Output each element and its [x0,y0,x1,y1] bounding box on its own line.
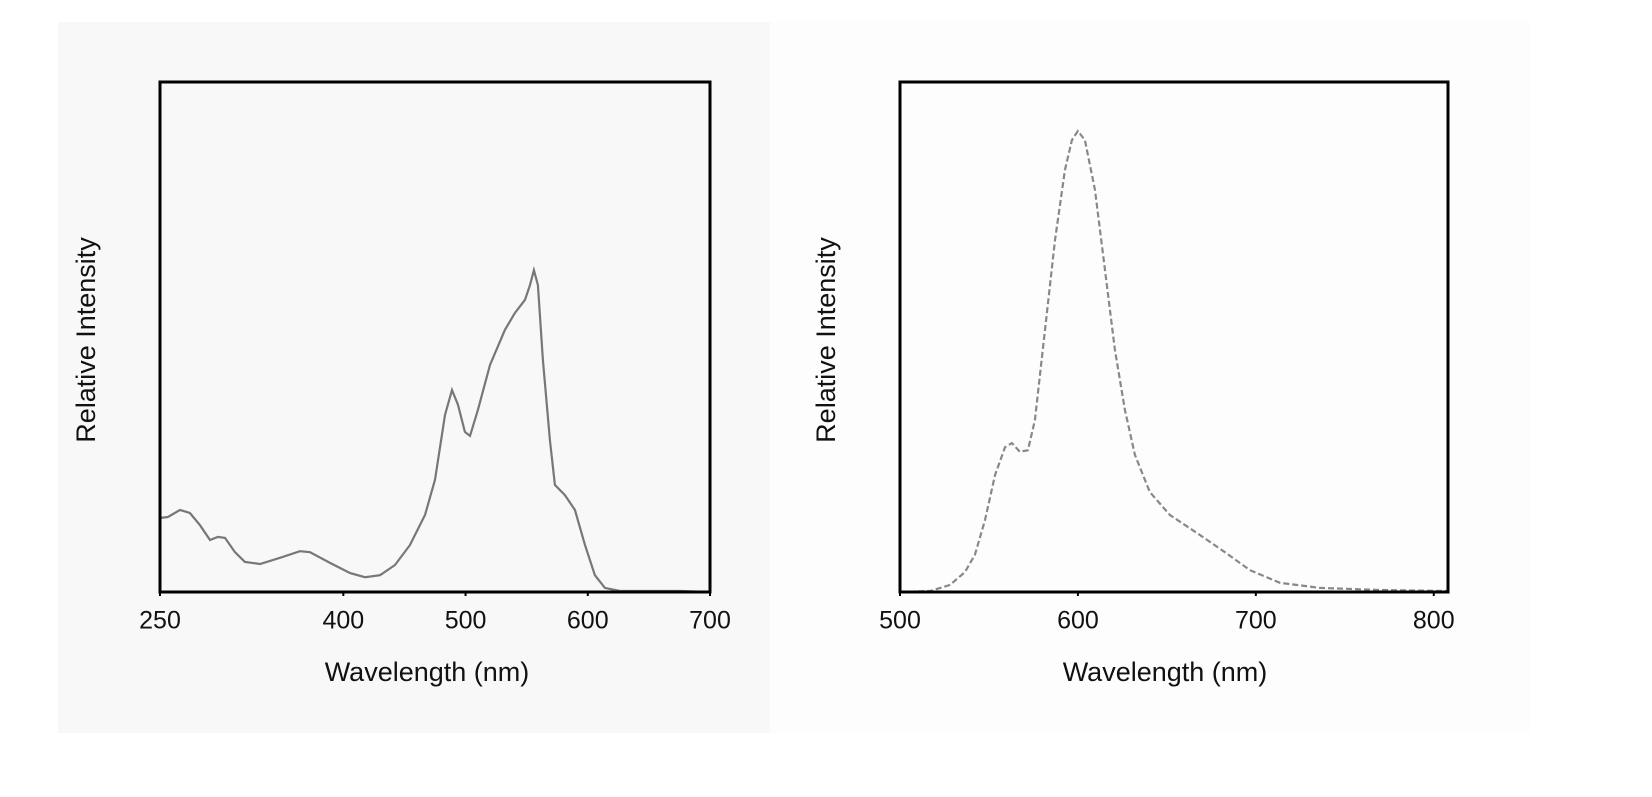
x-tick-label: 250 [139,607,181,635]
plot-frame [898,80,1450,594]
x-tick-label: 600 [567,607,609,635]
x-tick-label: 800 [1413,607,1455,635]
x-tick-label: 500 [879,607,921,635]
spectrum-line [899,129,1448,594]
panel-background [58,22,770,733]
plot-frame [158,80,712,594]
x-tick-label: 400 [322,607,364,635]
x-tick-label: 500 [445,607,487,635]
y-axis-title: Relative Intensity [71,237,101,443]
x-tick-label: 700 [689,607,731,635]
x-axis-title: Wavelength (nm) [325,657,530,687]
x-tick-label: 600 [1057,607,1099,635]
x-tick-label: 700 [1235,607,1277,635]
spectrum-line [159,265,711,594]
y-axis-title: Relative Intensity [811,237,841,443]
x-axis-title: Wavelength (nm) [1063,657,1268,687]
panel-background [770,22,1530,733]
